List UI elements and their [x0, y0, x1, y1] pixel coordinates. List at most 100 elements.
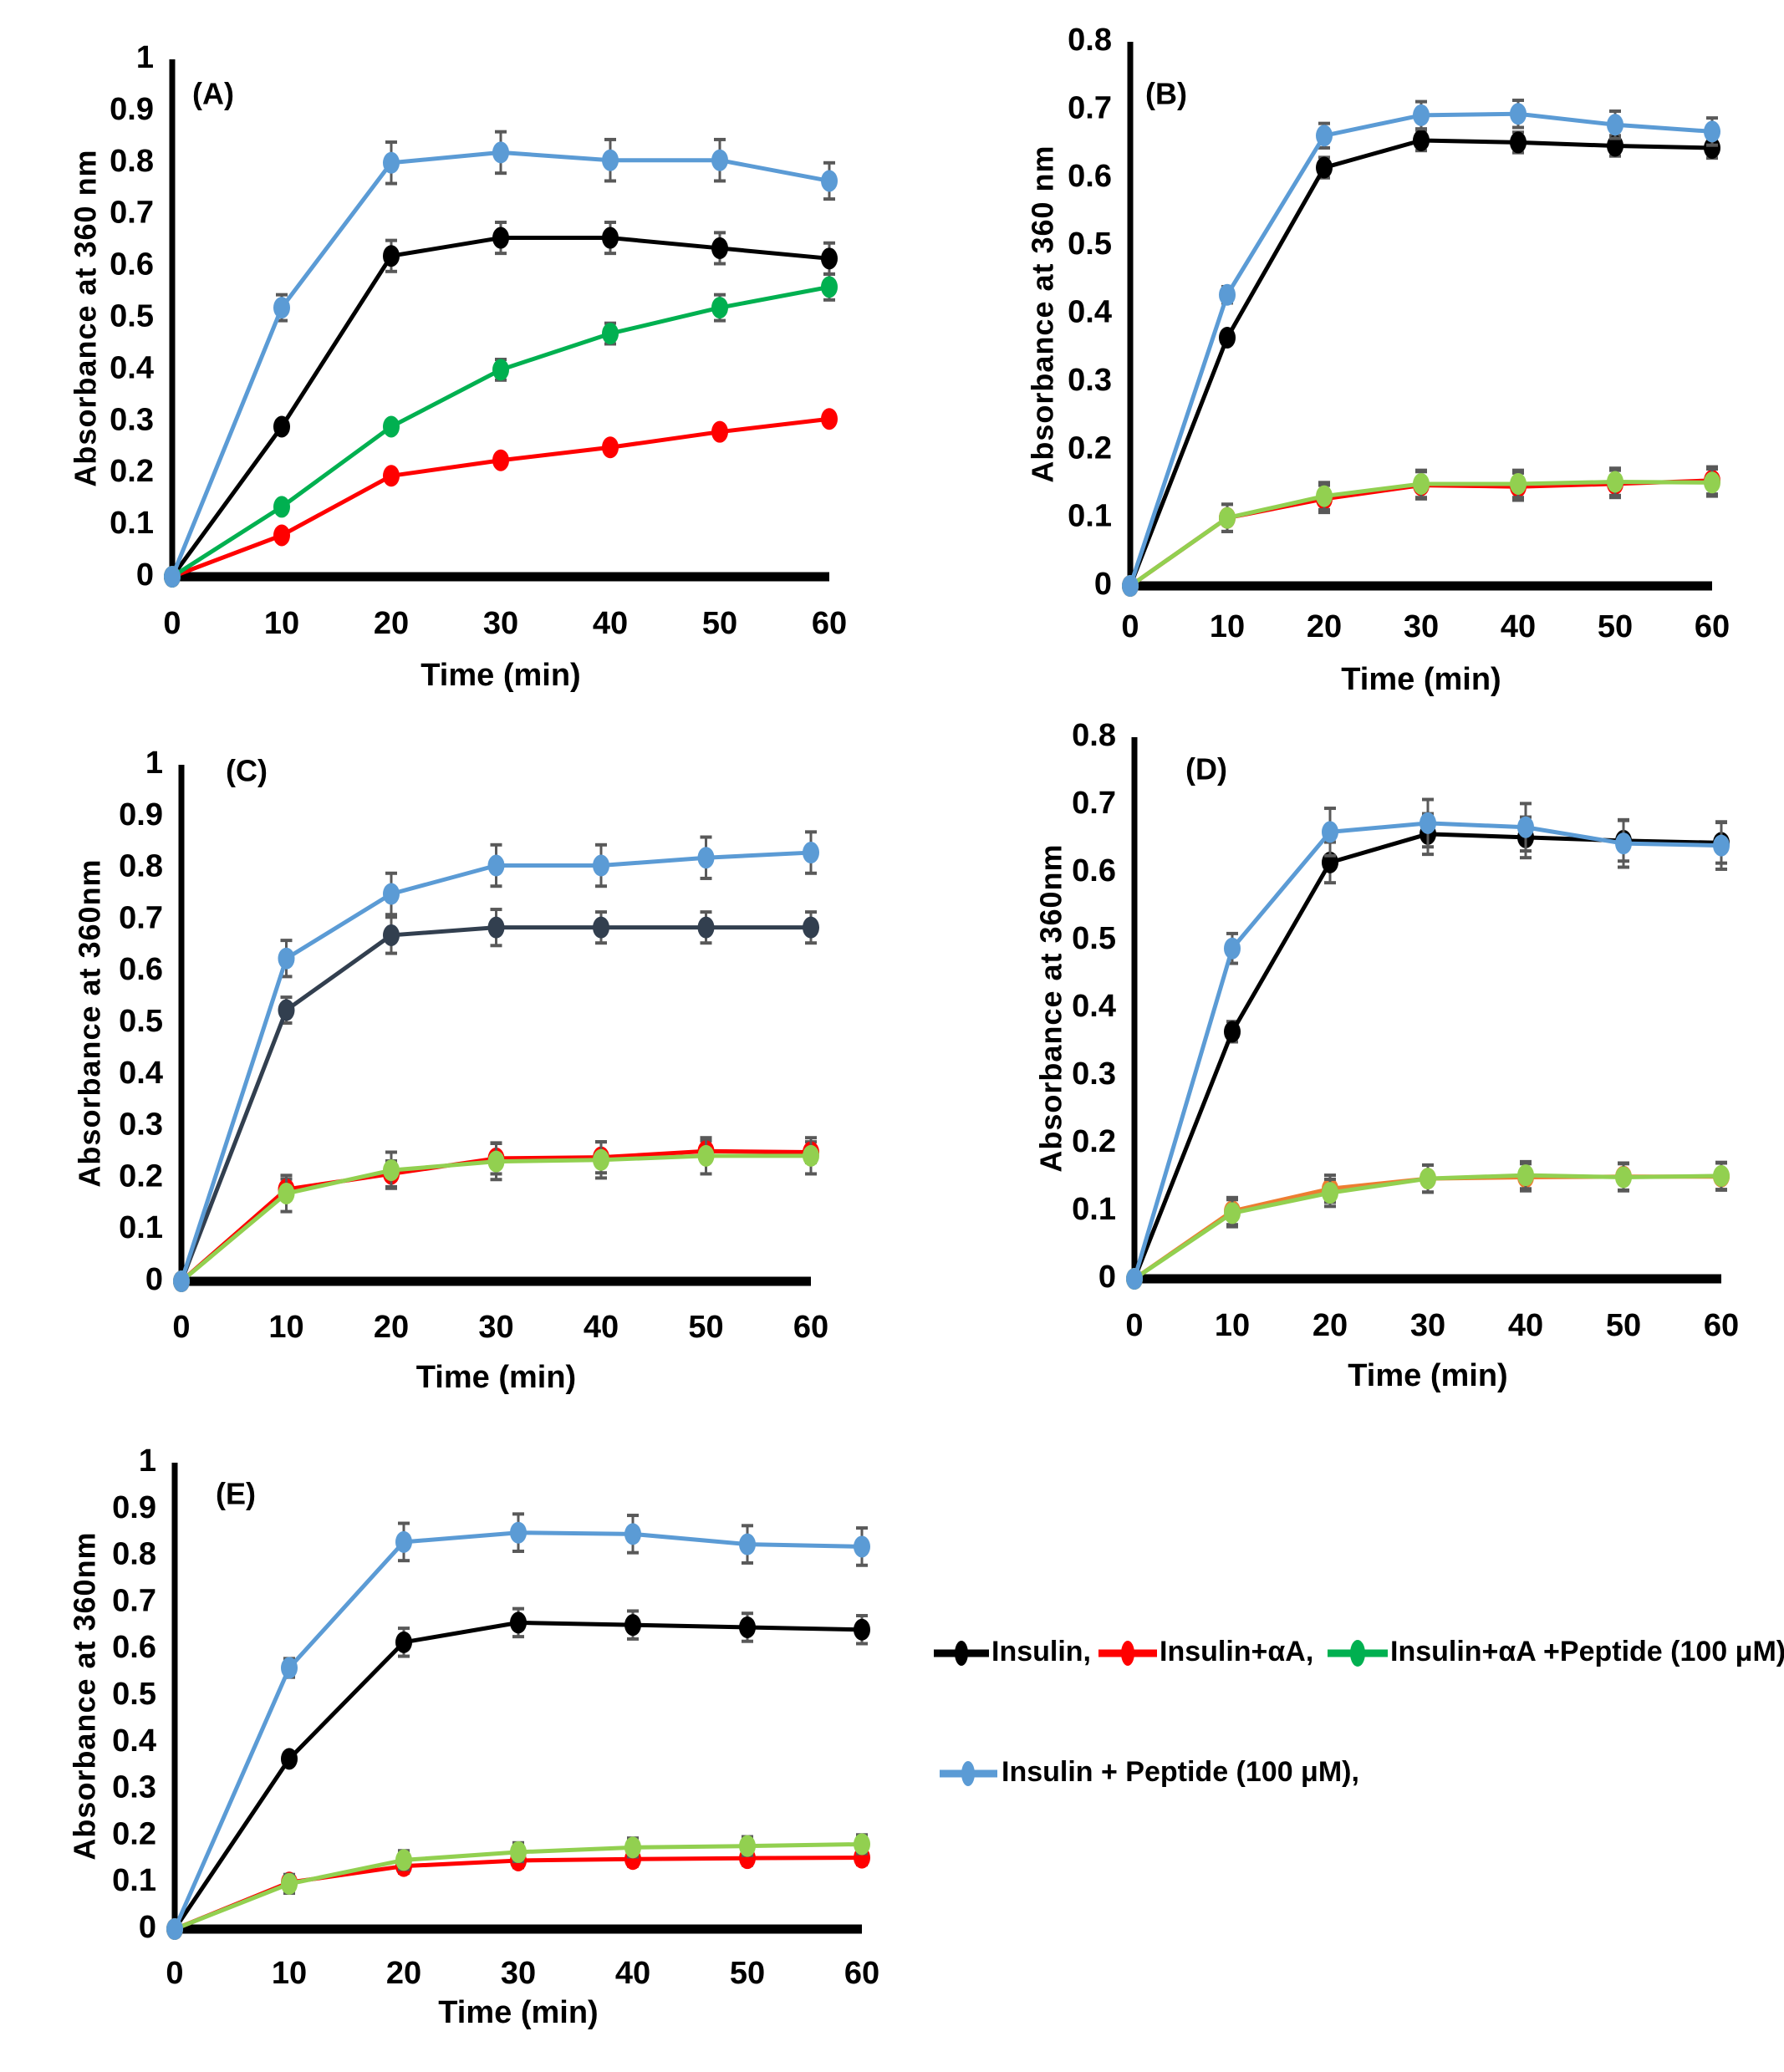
series-line [172, 1620, 863, 1931]
data-point [1413, 129, 1430, 151]
data-point [1704, 136, 1720, 159]
y-tick-label: 0 [145, 1262, 163, 1297]
series-line [1128, 111, 1713, 587]
y-tick-label: 0.3 [112, 1770, 156, 1805]
y-tick-label: 0.1 [1072, 1192, 1116, 1227]
x-axis-label: Time (min) [438, 1995, 598, 2030]
data-point [273, 415, 290, 438]
x-tick-label: 10 [272, 1956, 307, 1991]
series-insulin [1126, 812, 1730, 1290]
data-point [492, 359, 509, 381]
panel-c: 00.10.20.30.40.50.60.70.80.910 10 20 30 40 50… [73, 746, 829, 1395]
y-tick-label: 0.1 [112, 1863, 156, 1898]
data-point [1420, 1168, 1436, 1190]
data-point [1322, 821, 1338, 843]
data-point [697, 916, 715, 939]
data-point [278, 999, 295, 1021]
series-insulin-peptide-100-m [166, 1512, 870, 1940]
legend-marker-insulin-aa [1121, 1641, 1134, 1666]
series-insulin-a-peptide-100-m [164, 272, 838, 588]
panel-label: (D) [1185, 752, 1227, 787]
data-point [1704, 471, 1720, 494]
y-tick-label: 0 [1098, 1260, 1116, 1295]
y-tick-label: 0.7 [112, 1583, 156, 1618]
y-tick-label: 0.5 [112, 1677, 156, 1712]
x-axis-label: Time (min) [1341, 662, 1501, 697]
x-tick-label: 0 [1121, 609, 1139, 644]
y-tick-label: 0 [1094, 567, 1112, 602]
data-point [1713, 834, 1730, 857]
data-point [739, 1616, 756, 1638]
y-axis-label: Absorbance at 360 nm [1026, 145, 1060, 482]
data-point [803, 1144, 819, 1167]
data-point [1607, 135, 1623, 157]
data-point [1510, 472, 1527, 495]
data-point [1713, 1164, 1730, 1187]
data-point [487, 916, 505, 939]
x-tick-label: 20 [1307, 609, 1342, 644]
data-point [273, 496, 290, 518]
data-point [1219, 326, 1236, 349]
data-point [492, 227, 509, 249]
panel-label: (C) [226, 754, 268, 788]
y-tick-label: 0.5 [1072, 921, 1116, 956]
y-tick-label: 0.4 [119, 1056, 163, 1091]
data-point [602, 436, 619, 459]
y-tick-label: 0.2 [110, 454, 154, 489]
data-point [166, 1918, 183, 1940]
y-tick-label: 0.3 [119, 1107, 163, 1143]
y-tick-label: 0.6 [110, 247, 154, 283]
y-tick-label: 0.5 [110, 299, 154, 334]
y-tick-label: 1 [136, 40, 154, 75]
y-axis-label: Absorbance at 360nm [1034, 843, 1068, 1172]
data-point [854, 1833, 870, 1856]
y-tick-label: 0.2 [1072, 1124, 1116, 1159]
series-insulin-a-peptide-100-m [1122, 466, 1720, 597]
data-point [395, 1631, 412, 1653]
data-point [821, 170, 838, 192]
y-tick-label: 1 [139, 1443, 156, 1479]
series-line [170, 236, 830, 578]
data-point [281, 1872, 298, 1895]
panel-d: 0 0.1 0.2 0.3 0.4 0.5 0.6 0.7 0.8 0 10 20 30 40 50 60 Ti… [1034, 718, 1740, 1393]
x-tick-label: 30 [501, 1956, 536, 1991]
data-point [1224, 1021, 1241, 1043]
y-axis-label: Absorbance at 360nm [73, 858, 107, 1187]
data-point [1517, 1164, 1534, 1187]
x-tick-label: 50 [730, 1956, 765, 1991]
y-tick-label: 0.8 [119, 849, 163, 884]
data-point [395, 1849, 412, 1871]
data-point [593, 916, 609, 939]
x-tick-label: 50 [1606, 1308, 1641, 1343]
x-tick-label: 10 [1215, 1308, 1250, 1343]
x-tick-label: 40 [1508, 1308, 1543, 1343]
data-point [821, 408, 838, 430]
x-tick-label: 10 [1210, 609, 1245, 644]
data-point [711, 149, 728, 171]
panel-label: (E) [216, 1477, 256, 1511]
series-line [1128, 138, 1713, 587]
y-tick-label: 0.4 [1072, 989, 1116, 1024]
x-tick-label: 40 [615, 1956, 650, 1991]
y-tick-label: 0.1 [1068, 499, 1112, 534]
panel-b: 0 0.1 0.2 0.3 0.4 0.5 0.6 0.7 0.8 0 10 20 30 40 50 60 Ti… [1026, 23, 1730, 697]
y-tick-label: 0.3 [1072, 1056, 1116, 1092]
data-point [383, 465, 400, 487]
data-point [281, 1748, 298, 1770]
x-tick-label: 20 [374, 1310, 409, 1345]
data-point [273, 297, 290, 319]
y-tick-label: 0.3 [1068, 363, 1112, 398]
x-tick-label: 60 [793, 1310, 828, 1345]
x-tick-label: 10 [268, 1310, 303, 1345]
data-point [624, 1523, 641, 1545]
x-tick-label: 60 [812, 606, 847, 641]
x-tick-label: 10 [264, 606, 299, 641]
series-insulin-peptide-100-m [1126, 797, 1730, 1290]
x-tick-label: 0 [166, 1956, 183, 1991]
y-tick-label: 0.6 [1072, 853, 1116, 888]
x-tick-label: 0 [163, 606, 181, 641]
series-insulin-a [164, 408, 838, 588]
data-point [602, 227, 619, 249]
series-insulin-peptide-100-m [1122, 98, 1720, 597]
